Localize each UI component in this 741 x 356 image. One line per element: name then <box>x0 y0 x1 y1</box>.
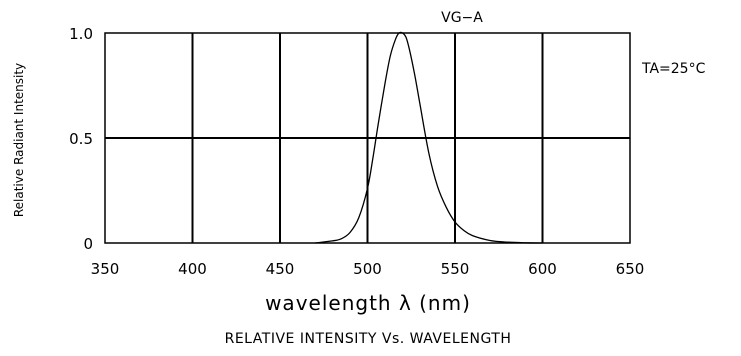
x-tick-label: 550 <box>441 260 470 278</box>
chart-title: VG−A <box>441 10 483 26</box>
x-tick-label: 400 <box>178 260 207 278</box>
tick-labels: 350 400 450 500 550 600 650 0 0.5 1.0 <box>69 25 644 278</box>
x-axis-label: wavelength λ (nm) <box>265 291 471 315</box>
x-tick-label: 650 <box>616 260 645 278</box>
series-line <box>314 31 543 244</box>
x-tick-label: 600 <box>528 260 557 278</box>
y-tick-label: 0 <box>83 235 93 253</box>
series-layer <box>314 31 543 244</box>
y-axis-label: Relative Radiant Intensity <box>12 63 26 217</box>
plot-frame <box>104 32 631 244</box>
x-tick-label: 500 <box>353 260 382 278</box>
temperature-annotation: TA=25°C <box>641 61 706 77</box>
y-tick-label: 1.0 <box>69 25 93 43</box>
x-tick-label: 450 <box>266 260 295 278</box>
chart-subtitle: RELATIVE INTENSITY Vs. WAVELENGTH <box>225 331 512 347</box>
grid <box>105 33 630 243</box>
y-tick-label: 0.5 <box>69 130 93 148</box>
x-tick-label: 350 <box>91 260 120 278</box>
